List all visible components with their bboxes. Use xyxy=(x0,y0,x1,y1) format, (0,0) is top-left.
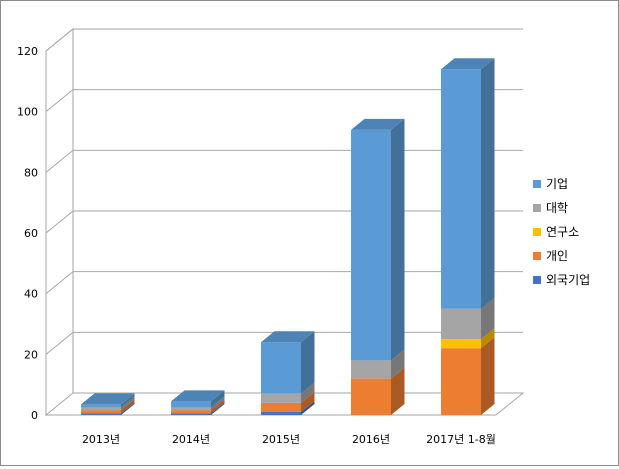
bar-segment xyxy=(81,399,135,414)
bar-top xyxy=(261,331,315,343)
bar-side xyxy=(121,396,135,411)
bar-side xyxy=(301,400,315,415)
x-tick-label: 2016년 xyxy=(352,433,390,446)
y-tick-label: 100 xyxy=(17,106,38,119)
bar-front xyxy=(351,129,391,361)
bar-side xyxy=(211,399,225,414)
bar-segment xyxy=(261,400,315,415)
bar-front xyxy=(81,407,121,411)
bar-side xyxy=(391,118,405,361)
legend-label: 대학 xyxy=(546,201,568,215)
bar-side xyxy=(301,331,315,394)
legend-swatch xyxy=(533,204,541,212)
bar-side xyxy=(391,349,405,379)
bar-side xyxy=(481,337,495,415)
x-tick-label: 2014년 xyxy=(172,433,210,446)
bar-segment xyxy=(351,118,405,361)
bar-front xyxy=(171,413,211,415)
bar-segment xyxy=(171,402,225,415)
legend-item: 대학 xyxy=(533,201,568,215)
bar-segment xyxy=(81,393,135,408)
floor xyxy=(44,392,525,416)
bar-side xyxy=(481,58,495,309)
y-axis: 0 20 40 60 80 100 120 xyxy=(17,45,38,422)
bar-side xyxy=(481,328,495,349)
bar-front xyxy=(81,413,121,415)
y-tick-label: 40 xyxy=(24,288,38,301)
bar-front xyxy=(441,339,481,349)
legend-label: 외국기업 xyxy=(546,273,590,287)
bar-side xyxy=(121,393,135,408)
bar-segment xyxy=(441,297,495,340)
bar-top xyxy=(171,390,225,402)
bar-front xyxy=(441,348,481,415)
bar-segment xyxy=(351,349,405,379)
bar-segment xyxy=(261,391,315,412)
legend-label: 연구소 xyxy=(546,225,579,239)
bar-side xyxy=(121,402,135,415)
legend-swatch xyxy=(533,252,541,260)
legend-swatch xyxy=(533,180,541,188)
bar-side xyxy=(301,382,315,403)
legend-swatch xyxy=(533,228,541,236)
bar-segment xyxy=(261,331,315,394)
legend-label: 기업 xyxy=(546,177,568,191)
bar-segment xyxy=(171,390,225,408)
legend-item: 연구소 xyxy=(533,225,579,239)
gridline xyxy=(45,28,523,52)
bar-segment xyxy=(441,58,495,309)
bar-side xyxy=(301,391,315,412)
bar-side xyxy=(391,367,405,415)
x-tick-label: 2017년 1-8월 xyxy=(426,433,496,446)
x-tick-label: 2015년 xyxy=(262,433,300,446)
legend-item: 외국기업 xyxy=(533,273,590,287)
legend-label: 개인 xyxy=(546,249,568,263)
bar-front xyxy=(441,308,481,340)
bar-side xyxy=(481,297,495,340)
bar-segment xyxy=(81,402,135,415)
y-tick-label: 60 xyxy=(24,227,38,240)
bar-segment xyxy=(351,367,405,415)
bar-segment xyxy=(171,399,225,414)
bar-side xyxy=(211,390,225,408)
y-tick-label: 80 xyxy=(24,166,38,179)
bar-front xyxy=(261,342,301,394)
y-tick-label: 20 xyxy=(24,348,38,361)
bar-front xyxy=(81,404,121,408)
x-tick-label: 2013년 xyxy=(82,433,120,446)
bar-front xyxy=(171,410,211,414)
bar-segment xyxy=(81,396,135,411)
bar-front xyxy=(261,402,301,412)
gridline xyxy=(45,89,523,113)
bar-segment xyxy=(171,396,225,411)
legend-swatch xyxy=(533,276,541,284)
bar-front xyxy=(171,401,211,408)
bar-front xyxy=(351,360,391,379)
bar-front xyxy=(261,393,301,403)
bar-top xyxy=(351,118,405,130)
bar-top xyxy=(441,58,495,70)
bar-side xyxy=(211,402,225,415)
bars xyxy=(81,58,495,415)
bar-front xyxy=(261,411,301,415)
gridlines xyxy=(45,28,523,355)
legend-item: 개인 xyxy=(533,249,568,263)
bar-front xyxy=(81,410,121,414)
legend-item: 기업 xyxy=(533,177,568,191)
bar-top xyxy=(81,393,135,405)
bar-segment xyxy=(261,382,315,403)
bar-front xyxy=(171,407,211,411)
x-axis: 2013년 2014년 2015년 2016년 2017년 1-8월 xyxy=(82,433,496,446)
bar-front xyxy=(351,378,391,415)
bar-side xyxy=(121,399,135,414)
bar-side xyxy=(211,396,225,411)
bar-segment xyxy=(441,328,495,349)
bar-front xyxy=(441,69,481,309)
y-tick-label: 120 xyxy=(17,45,38,58)
y-tick-label: 0 xyxy=(31,409,38,422)
bar-segment xyxy=(441,337,495,415)
